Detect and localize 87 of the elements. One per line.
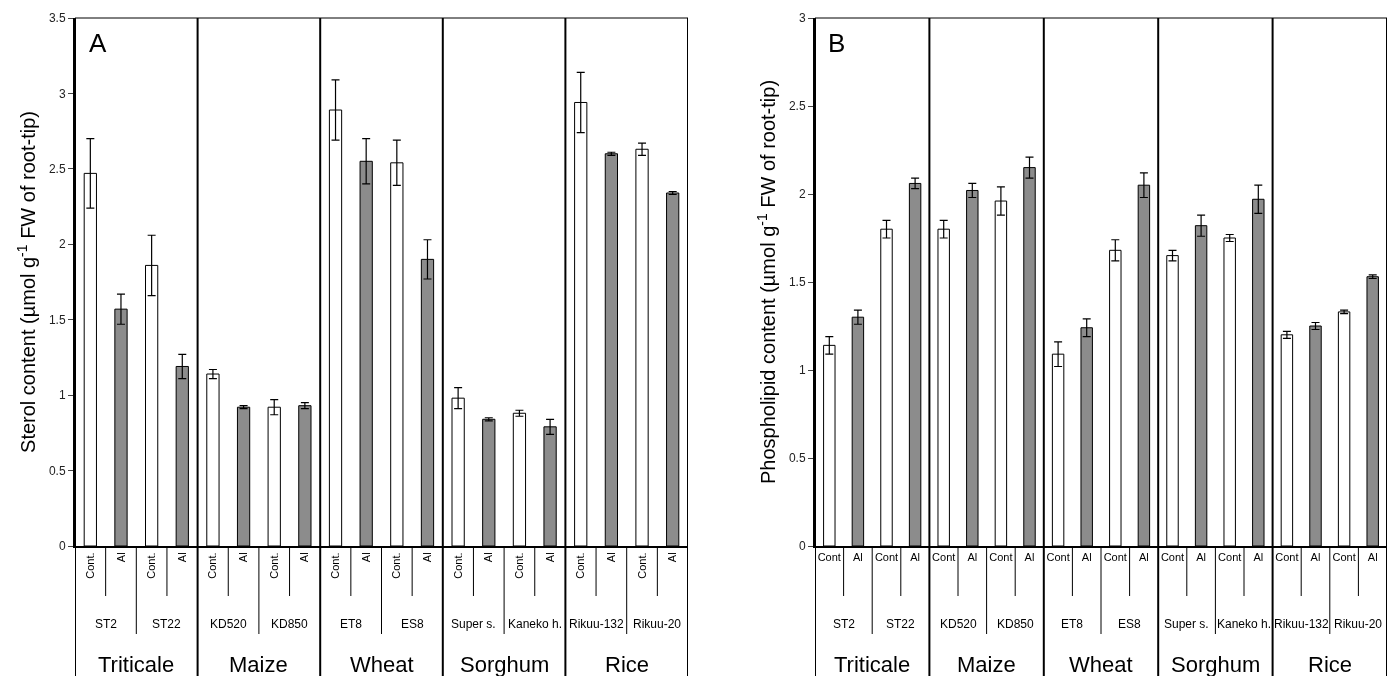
x-tick-label: Al: [1310, 551, 1321, 564]
x-tick-label: Al: [1139, 551, 1149, 564]
y-tick-label: 1.5: [48, 312, 66, 327]
x-tick-label: Cont.: [83, 552, 96, 579]
y-tick-label: 0.5: [48, 463, 66, 478]
text: Triticale: [98, 652, 175, 676]
x-tick-label: Al: [1024, 551, 1035, 564]
text: KD850: [997, 617, 1035, 631]
x-tick-label: Cont: [1046, 551, 1070, 564]
text: Rice: [605, 652, 650, 676]
x-tick-label: Cont.: [267, 552, 280, 579]
x-tick-label: Al: [237, 552, 250, 563]
y-tick-label: 0: [798, 539, 806, 554]
y-tick-label: 2: [798, 187, 806, 202]
y-tick-label: 1.5: [788, 275, 806, 290]
x-tick-label: Cont: [1218, 551, 1242, 564]
text: Triticale: [834, 652, 911, 676]
text: Wheat: [1069, 652, 1133, 676]
y-tick-label: 2.5: [788, 99, 806, 114]
y-tick-label: 2: [58, 237, 66, 252]
text: Super s.: [451, 617, 496, 631]
x-tick-label: Cont: [874, 551, 899, 564]
text: Rice: [1308, 652, 1353, 676]
x-tick-label: Cont.: [329, 552, 342, 579]
y-tick-label: 0.5: [788, 451, 806, 466]
x-tick-label: Cont: [1103, 551, 1127, 564]
x-tick-label: Cont.: [574, 552, 587, 579]
text: Sorghum: [460, 652, 550, 676]
x-tick-label: Cont: [817, 551, 841, 564]
x-tick-label: Al: [604, 552, 617, 563]
x-tick-label: Al: [853, 551, 863, 564]
x-tick-label: Al: [666, 552, 679, 563]
x-tick-label: Al: [298, 552, 311, 563]
x-tick-label: Al: [910, 551, 920, 564]
text: ES8: [401, 617, 425, 631]
x-tick-label: Al: [543, 552, 556, 563]
x-tick-label: Al: [1367, 551, 1378, 564]
x-tick-label: Al: [1253, 551, 1264, 564]
text: Super s.: [1164, 617, 1209, 631]
text: ST2: [833, 617, 856, 631]
annotation: B: [828, 28, 846, 58]
x-tick-label: Al: [175, 552, 188, 563]
text: Rikuu-132: [569, 617, 625, 631]
text: ST22: [886, 617, 916, 631]
y-tick-label: 3: [798, 11, 806, 26]
x-tick-label: Cont.: [635, 552, 648, 579]
text: ES8: [1118, 617, 1142, 631]
x-tick-label: Cont.: [390, 552, 403, 579]
x-tick-label: Al: [967, 551, 978, 564]
text: Kaneko h.: [1217, 617, 1272, 631]
x-tick-label: Cont: [989, 551, 1013, 564]
x-tick-label: Al: [1196, 551, 1206, 564]
text: ET8: [340, 617, 363, 631]
y-tick-label: 1: [798, 363, 806, 378]
text: Maize: [957, 652, 1016, 676]
x-tick-label: Al: [1081, 551, 1092, 564]
text: Rikuu-132: [1274, 617, 1330, 631]
y-tick-label: 1: [58, 388, 66, 403]
x-tick-label: Cont: [932, 551, 956, 564]
x-tick-label: Al: [421, 552, 434, 563]
x-tick-label: Cont: [1332, 551, 1356, 564]
x-tick-label: Al: [114, 552, 127, 563]
text: KD520: [940, 617, 978, 631]
text: KD520: [210, 617, 248, 631]
x-tick-label: Al: [359, 552, 372, 563]
y-tick-label: 2.5: [48, 162, 66, 177]
text: Kaneko h.: [508, 617, 563, 631]
x-tick-label: Cont.: [451, 552, 464, 579]
x-tick-label: Al: [482, 552, 495, 563]
text: Wheat: [350, 652, 414, 676]
text: ET8: [1061, 617, 1084, 631]
y-tick-label: 3: [58, 86, 66, 101]
y-tick-label: 3.5: [48, 11, 66, 26]
x-tick-label: Cont.: [145, 552, 158, 579]
x-tick-label: Cont: [1160, 551, 1185, 564]
text: ST22: [152, 617, 182, 631]
text: KD850: [271, 617, 309, 631]
text: Maize: [229, 652, 288, 676]
y-tick-label: 0: [58, 539, 66, 554]
x-tick-label: Cont.: [512, 552, 525, 579]
annotation: A: [89, 28, 107, 58]
x-tick-label: Cont: [1275, 551, 1299, 564]
x-tick-label: Cont.: [206, 552, 219, 579]
text: ST2: [95, 617, 118, 631]
text: Rikuu-20: [1334, 617, 1383, 631]
text: Sorghum: [1171, 652, 1261, 676]
text: Rikuu-20: [633, 617, 682, 631]
